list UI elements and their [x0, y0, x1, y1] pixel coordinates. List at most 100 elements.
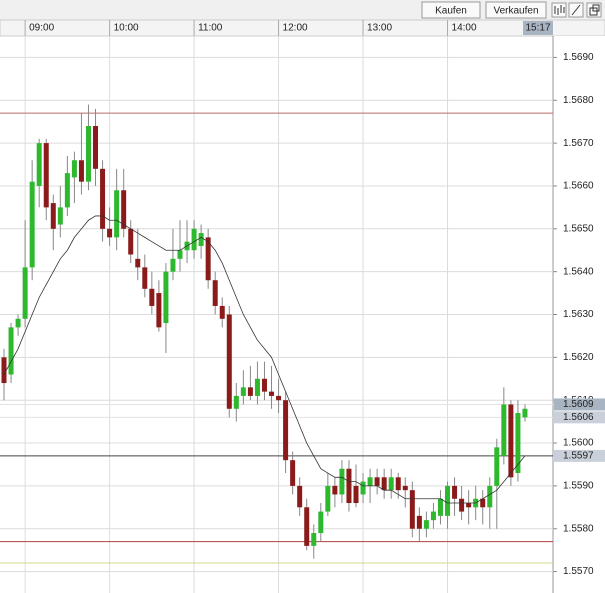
candle-body: [402, 485, 408, 491]
candle-body: [107, 228, 113, 238]
y-tick-label: 1.5650: [563, 223, 594, 234]
price-label-box: [554, 398, 605, 411]
candle-body: [36, 143, 42, 186]
candle-body: [261, 378, 267, 392]
candle-body: [480, 498, 486, 508]
tool-icons[interactable]: [551, 2, 602, 18]
y-tick-label: 1.5620: [563, 352, 594, 363]
candle-body: [114, 190, 120, 238]
candle-body: [128, 228, 134, 255]
candle-body: [466, 503, 472, 508]
candle-body: [353, 485, 359, 504]
candle-body: [219, 305, 225, 319]
candle-body: [233, 395, 239, 409]
candle-body: [50, 203, 56, 229]
candle-body: [269, 391, 275, 396]
candle-body: [29, 181, 35, 268]
candle-body: [416, 515, 422, 529]
candle-body: [15, 318, 21, 328]
candle-body: [276, 395, 282, 401]
candle-body: [100, 168, 106, 229]
candle-body: [283, 400, 289, 461]
x-tick-label: 13:00: [367, 23, 392, 34]
sell-label: Verkaufen: [493, 6, 538, 17]
candle-body: [395, 477, 401, 491]
x-tick-label: 14:00: [452, 23, 477, 34]
price-label: 1.5606: [563, 412, 594, 423]
candle-body: [156, 293, 162, 328]
candle-body: [409, 490, 415, 529]
candle-body: [290, 460, 296, 486]
candle-body: [205, 237, 211, 281]
y-tick-label: 1.5570: [563, 566, 594, 577]
y-tick-label: 1.5630: [563, 309, 594, 320]
candle-body: [64, 173, 70, 208]
candle-body: [297, 485, 303, 508]
candle-body: [22, 267, 28, 319]
x-tick-label: 09:00: [29, 23, 54, 34]
sell-button[interactable]: [485, 1, 547, 19]
candle-body: [247, 387, 253, 396]
candle-body: [388, 477, 394, 491]
candle-body: [501, 404, 507, 456]
candle-body: [304, 507, 310, 546]
candle-body: [367, 477, 373, 486]
buy-label: Kaufen: [435, 6, 467, 17]
candle-body: [522, 408, 528, 418]
current-time: 15:17: [525, 23, 550, 34]
candle-body: [135, 258, 141, 268]
candle-body: [515, 413, 521, 474]
candle-body: [163, 271, 169, 324]
candle-body: [494, 447, 500, 486]
y-tick-label: 1.5660: [563, 181, 594, 192]
candle-body: [43, 143, 49, 208]
candle-body: [212, 280, 218, 306]
candle-body: [121, 190, 127, 229]
candle-body: [332, 485, 338, 495]
x-tick-label: 12:00: [283, 23, 308, 34]
candle-body: [177, 250, 183, 259]
y-tick-label: 1.5600: [563, 438, 594, 449]
candle-body: [423, 520, 429, 529]
x-tick-label: 10:00: [114, 23, 139, 34]
candle-body: [318, 511, 324, 534]
candle-body: [78, 160, 84, 182]
candle-body: [240, 387, 246, 396]
candle-body: [71, 160, 77, 178]
buy-button[interactable]: [421, 1, 481, 19]
time-axis: [0, 19, 605, 37]
axis-panel: [554, 36, 605, 593]
candle-body: [142, 267, 148, 289]
candle-body: [57, 207, 63, 225]
candle-body: [459, 498, 465, 512]
moving-average: [3, 215, 526, 504]
candle-body: [8, 327, 14, 375]
candle-body: [437, 498, 443, 516]
y-tick-label: 1.5690: [563, 52, 594, 63]
y-tick-label: 1.5670: [563, 138, 594, 149]
candle-body: [254, 378, 260, 396]
candle-body: [149, 288, 155, 306]
candle-body: [93, 125, 99, 169]
current-time-box: [523, 21, 553, 35]
candle-body: [487, 485, 493, 508]
price-label-box: [554, 449, 605, 462]
candle-body: [430, 511, 436, 521]
candle-body: [346, 468, 352, 504]
candle-body: [360, 481, 366, 495]
y-tick-label: 1.5590: [563, 481, 594, 492]
candle-body: [198, 233, 204, 246]
y-tick-label: 1.5680: [563, 95, 594, 106]
y-tick-label: 1.5580: [563, 523, 594, 534]
y-tick-label: 1.5640: [563, 266, 594, 277]
candle-body: [1, 357, 7, 384]
candle-body: [508, 404, 514, 478]
price-label: 1.5597: [563, 451, 594, 462]
price-label-box: [554, 411, 605, 424]
price-label: 1.5609: [563, 399, 594, 410]
candle-body: [374, 477, 380, 486]
candle-body: [226, 314, 232, 409]
candle-body: [325, 485, 331, 512]
candle-body: [311, 533, 317, 546]
